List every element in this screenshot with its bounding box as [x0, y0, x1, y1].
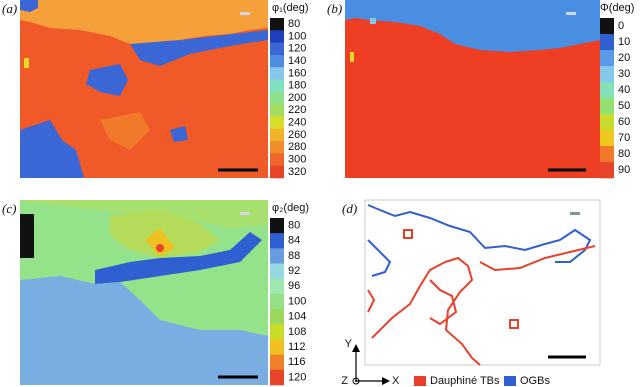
- colorbar-segment: [270, 165, 284, 179]
- colorbar-segment: [270, 67, 284, 80]
- colorbar-segment: [270, 339, 284, 355]
- legend: Dauphiné TBs OGBs: [414, 375, 550, 387]
- colorbar-tick-label: 96: [288, 280, 300, 292]
- colorbar-segment: [600, 18, 614, 35]
- colorbar-tick-label: 100: [288, 295, 306, 307]
- colorbar-tick-label: 84: [288, 235, 300, 247]
- legend-swatch: [504, 376, 516, 386]
- colorbar-tick-label: 10: [618, 36, 630, 48]
- colorbar-tick-label: 80: [288, 219, 300, 231]
- colorbar-tick-label: 280: [288, 141, 306, 153]
- colorbar-tick-label: 40: [618, 84, 630, 96]
- colorbar-tick-label: 200: [288, 92, 306, 104]
- colorbar-segment: [270, 18, 284, 31]
- colorbar-tick-label: 88: [288, 250, 300, 262]
- colorbar-tick-label: 0: [618, 20, 624, 32]
- colorbar-segment: [270, 141, 284, 154]
- panel-label: (b): [327, 1, 342, 16]
- colorbar-tick-label: 116: [288, 356, 306, 368]
- map-b: [345, 0, 600, 178]
- colorbar-segment: [270, 42, 284, 56]
- colorbar-segment: [600, 114, 614, 131]
- colorbar-segment: [600, 146, 614, 163]
- colorbar-segment: [600, 34, 614, 51]
- colorbar-tick-label: 100: [288, 30, 306, 42]
- colorbar-segment: [270, 248, 284, 264]
- colorbar-segment: [270, 128, 284, 142]
- colorbar-tick-label: 92: [288, 265, 300, 277]
- colorbar-tick-label: 50: [618, 100, 630, 112]
- colorbar-tick-label: 20: [618, 52, 630, 64]
- colorbar-title: Φ(deg): [600, 2, 634, 14]
- colorbar-tick-label: 160: [288, 67, 306, 79]
- colorbar-tick-label: 300: [288, 153, 306, 165]
- colorbar-segment: [270, 369, 284, 386]
- colorbar-segment: [600, 130, 614, 147]
- colorbar-tick-label: 112: [288, 341, 306, 353]
- colorbar-segment: [270, 354, 284, 371]
- colorbar-segment: [600, 66, 614, 83]
- colorbar-segment: [600, 50, 614, 67]
- colorbar-tick-label: 30: [618, 68, 630, 80]
- colorbar-tick-label: 240: [288, 117, 306, 129]
- colorbar-title: φ₁(deg): [272, 2, 309, 14]
- map-c: [20, 200, 268, 385]
- panel-label: (d): [342, 201, 357, 216]
- legend-label: OGBs: [520, 375, 550, 387]
- colorbar-tick-label: 70: [618, 132, 630, 144]
- colorbar-tick-label: 120: [288, 43, 306, 55]
- colorbar-segment: [270, 91, 284, 105]
- legend-swatch: [414, 376, 426, 386]
- colorbar-segment: [270, 116, 284, 130]
- axis-label: Z: [341, 375, 348, 387]
- colorbar-tick-label: 260: [288, 129, 306, 141]
- colorbar-segment: [270, 278, 284, 295]
- colorbar-title: φ₂(deg): [272, 202, 309, 214]
- colorbar-tick-label: 80: [618, 148, 630, 160]
- colorbar-tick-label: 104: [288, 311, 306, 323]
- colorbar-tick-label: 108: [288, 326, 306, 338]
- colorbar-segment: [270, 233, 284, 249]
- colorbar-segment: [600, 162, 614, 179]
- map-a: [20, 0, 268, 178]
- colorbar-segment: [270, 218, 284, 234]
- colorbar-segment: [600, 82, 614, 99]
- colorbar-segment: [270, 54, 284, 68]
- colorbar-tick-label: 140: [288, 55, 306, 67]
- panel-label: (c): [2, 201, 16, 216]
- colorbar-tick-label: 220: [288, 104, 306, 116]
- colorbar-tick-label: 180: [288, 80, 306, 92]
- colorbar-tick-label: 320: [288, 166, 306, 178]
- colorbar-segment: [270, 263, 284, 280]
- map-d: [364, 199, 601, 366]
- legend-label: Dauphiné TBs: [430, 375, 500, 387]
- panel-label: (a): [2, 1, 17, 16]
- colorbar-segment: [600, 98, 614, 115]
- colorbar-segment: [270, 293, 284, 310]
- colorbar-segment: [270, 309, 284, 325]
- axis-label: Y: [345, 338, 353, 350]
- colorbar-tick-label: 120: [288, 371, 306, 383]
- colorbar-segment: [270, 79, 284, 93]
- colorbar-tick-label: 80: [288, 18, 300, 30]
- colorbar-segment: [270, 153, 284, 166]
- colorbar-segment: [270, 104, 284, 117]
- axis-label: X: [392, 375, 400, 387]
- colorbar-tick-label: 90: [618, 164, 630, 176]
- colorbar-segment: [270, 324, 284, 340]
- axis-icon: Y X Z: [341, 338, 400, 387]
- colorbar-segment: [270, 30, 284, 43]
- colorbar-tick-label: 60: [618, 116, 630, 128]
